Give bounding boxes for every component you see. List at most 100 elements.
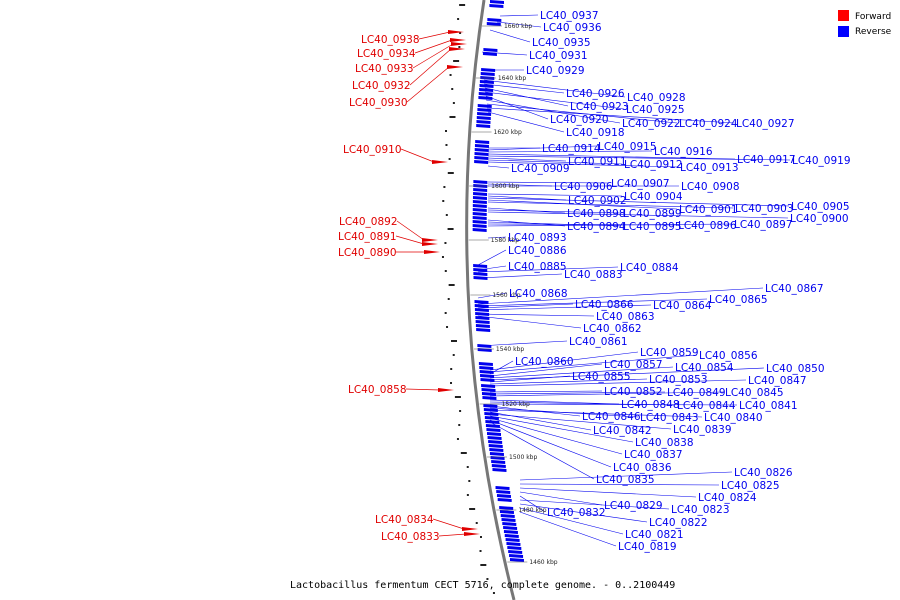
gene-labels: LC40_0938 LC40_0934 LC40_0933 LC40_0932 LC40… xyxy=(338,10,851,553)
reverse-gene-label: LC40_0819 xyxy=(618,541,677,553)
reverse-gene-feature xyxy=(502,522,517,526)
reverse-gene-label: LC40_0868 xyxy=(509,288,568,300)
reverse-gene-feature xyxy=(472,224,487,228)
reverse-gene-label: LC40_0832 xyxy=(547,507,606,519)
tick-mark xyxy=(444,270,447,272)
reverse-gene-label: LC40_0843 xyxy=(640,412,699,424)
tick-mark xyxy=(454,396,461,398)
reverse-connector xyxy=(487,111,565,133)
reverse-connector xyxy=(477,315,582,329)
reverse-connector xyxy=(489,415,634,443)
reverse-gene-label: LC40_0856 xyxy=(699,350,758,362)
reverse-gene-feature xyxy=(490,456,505,460)
forward-connector xyxy=(405,388,441,391)
reverse-connector xyxy=(487,155,791,161)
reverse-gene-label: LC40_0864 xyxy=(653,300,712,312)
reverse-connector xyxy=(519,503,648,523)
reverse-gene-label: LC40_0919 xyxy=(792,155,851,167)
tick-mark xyxy=(459,32,462,34)
reverse-connector xyxy=(477,304,652,311)
tick-mark xyxy=(468,480,471,482)
reverse-gene-label: LC40_0836 xyxy=(613,462,672,474)
forward-gene-feature xyxy=(450,38,466,42)
tick-mark xyxy=(466,466,469,468)
tick-mark xyxy=(450,368,453,370)
reverse-gene-feature xyxy=(491,464,506,468)
reverse-gene-feature xyxy=(477,104,492,108)
reverse-gene-feature xyxy=(474,156,489,160)
reverse-gene-feature xyxy=(473,188,488,192)
reverse-connector xyxy=(499,14,539,17)
legend-reverse-label: Reverse xyxy=(855,27,892,37)
reverse-connector xyxy=(489,409,703,418)
tick-mark xyxy=(444,242,447,244)
reverse-gene-feature xyxy=(473,268,488,272)
reverse-gene-feature xyxy=(477,112,492,116)
reverse-connector xyxy=(519,471,733,481)
forward-gene-feature xyxy=(447,65,463,69)
reverse-gene-feature xyxy=(474,144,489,148)
reverse-connector xyxy=(487,153,736,160)
reverse-gene-feature xyxy=(488,440,503,444)
scale-label: 1500 kbp xyxy=(509,454,537,461)
scale-label: 1540 kbp xyxy=(496,346,524,353)
reverse-connector xyxy=(477,287,764,305)
reverse-gene-feature xyxy=(487,18,502,22)
scale-label: 1520 kbp xyxy=(502,401,530,408)
forward-gene-feature xyxy=(449,47,465,51)
reverse-gene-feature xyxy=(481,388,496,392)
reverse-gene-label: LC40_0885 xyxy=(508,261,567,273)
reverse-gene-label: LC40_0937 xyxy=(540,10,599,22)
forward-gene-feature xyxy=(424,250,440,254)
genome-backbone xyxy=(465,0,516,600)
tick-mark xyxy=(459,410,462,412)
scale-label: 1620 kbp xyxy=(494,129,522,136)
reverse-gene-label: LC40_0825 xyxy=(721,480,780,492)
reverse-gene-feature xyxy=(479,84,494,88)
reverse-gene-feature xyxy=(478,96,493,100)
reverse-gene-feature xyxy=(490,0,504,4)
reverse-gene-label: LC40_0848 xyxy=(621,399,680,411)
reverse-gene-feature xyxy=(473,180,488,184)
reverse-connector xyxy=(487,197,790,207)
forward-gene-label: LC40_0932 xyxy=(352,80,411,92)
reverse-connector xyxy=(487,145,597,151)
reverse-connector xyxy=(519,511,617,547)
reverse-gene-label: LC40_0829 xyxy=(604,500,663,512)
reverse-connector xyxy=(496,21,542,28)
reverse-connector xyxy=(489,378,648,385)
reverse-gene-label: LC40_0863 xyxy=(596,311,655,323)
reverse-connector xyxy=(477,265,507,271)
reverse-gene-label: LC40_0896 xyxy=(678,220,737,232)
tick-mark xyxy=(449,74,452,76)
reverse-gene-label: LC40_0912 xyxy=(624,159,683,171)
reverse-connector xyxy=(519,487,697,498)
tick-mark xyxy=(447,228,454,230)
label-connector-lines xyxy=(395,14,791,547)
reverse-gene-feature xyxy=(481,384,496,388)
reverse-gene-feature xyxy=(506,542,521,546)
reverse-connector xyxy=(487,193,623,197)
reverse-gene-feature xyxy=(474,300,489,304)
reverse-gene-feature xyxy=(497,498,512,502)
reverse-connector xyxy=(489,375,571,383)
reverse-gene-feature xyxy=(496,494,511,498)
reverse-gene-label: LC40_0922 xyxy=(622,118,681,130)
forward-connector xyxy=(395,235,425,245)
reverse-connector xyxy=(489,351,639,371)
reverse-gene-label: LC40_0850 xyxy=(766,363,825,375)
scale-label: 1460 kbp xyxy=(529,559,557,566)
reverse-connector xyxy=(477,266,619,273)
reverse-gene-feature xyxy=(480,374,495,378)
reverse-gene-label: LC40_0906 xyxy=(554,181,613,193)
reverse-connector xyxy=(486,107,735,124)
reverse-gene-label: LC40_0916 xyxy=(654,146,713,158)
reverse-gene-feature xyxy=(495,486,510,490)
reverse-connector xyxy=(489,421,595,480)
reverse-gene-feature xyxy=(486,22,501,26)
reverse-connector xyxy=(487,201,734,209)
tick-mark xyxy=(445,130,448,132)
reverse-gene-label: LC40_0924 xyxy=(679,118,738,130)
reverse-gene-feature xyxy=(476,116,491,120)
reverse-gene-feature xyxy=(472,220,487,224)
